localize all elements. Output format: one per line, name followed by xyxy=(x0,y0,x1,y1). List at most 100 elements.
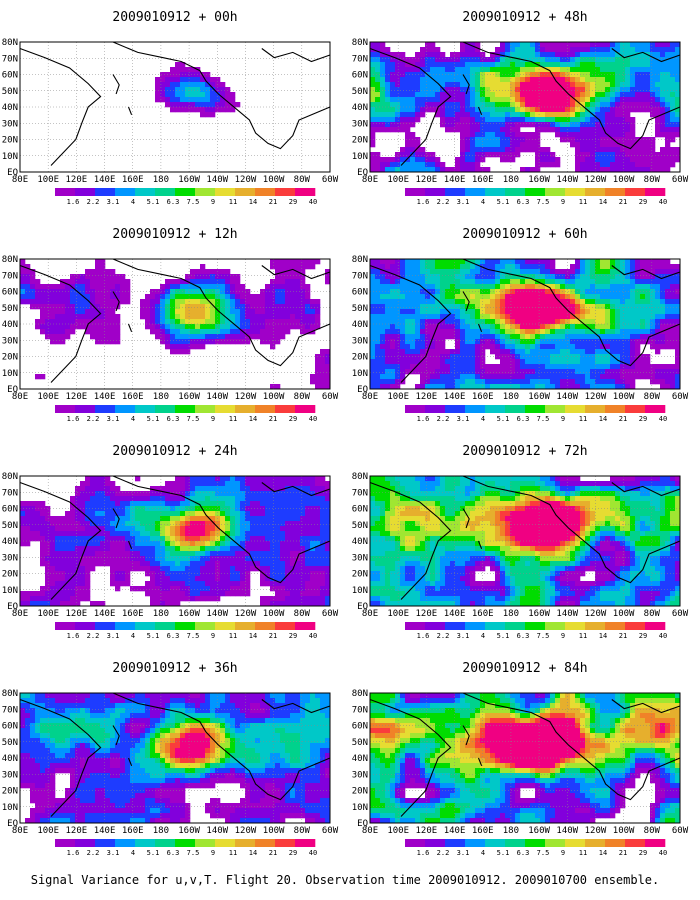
heatmap-cell xyxy=(195,586,201,592)
heatmap-cell xyxy=(185,476,191,482)
heatmap-cell xyxy=(85,713,91,719)
heatmap-cell xyxy=(225,511,231,517)
heatmap-cell xyxy=(295,526,301,532)
heatmap-cell xyxy=(240,334,246,340)
heatmap-cell xyxy=(110,743,116,749)
heatmap-cell xyxy=(220,87,226,93)
heatmap-cell xyxy=(555,102,561,108)
heatmap-cell xyxy=(165,728,171,734)
heatmap-cell xyxy=(80,304,86,310)
heatmap-cell xyxy=(195,581,201,587)
heatmap-cell xyxy=(565,107,571,113)
heatmap-cell xyxy=(110,526,116,532)
heatmap-cell xyxy=(260,541,266,547)
heatmap-cell xyxy=(400,77,406,83)
heatmap-cell xyxy=(270,813,276,819)
heatmap-cell xyxy=(475,102,481,108)
heatmap-cell xyxy=(65,793,71,799)
heatmap-cell xyxy=(265,501,271,507)
heatmap-cell xyxy=(260,329,266,335)
heatmap-cell xyxy=(620,82,626,88)
heatmap-cell xyxy=(595,47,601,53)
heatmap-cell xyxy=(30,601,36,607)
heatmap-cell xyxy=(235,476,241,482)
heatmap-cell xyxy=(40,546,46,552)
heatmap-cell xyxy=(315,496,321,502)
coastline xyxy=(112,41,331,150)
heatmap-cell xyxy=(90,541,96,547)
heatmap-cell xyxy=(140,808,146,814)
heatmap-cell xyxy=(305,546,311,552)
heatmap-cell xyxy=(170,87,176,93)
heatmap-cell xyxy=(215,738,221,744)
heatmap-cell xyxy=(225,693,231,699)
heatmap-cell xyxy=(505,47,511,53)
heatmap-cell xyxy=(95,521,101,527)
heatmap-cell xyxy=(20,521,26,527)
heatmap-cell xyxy=(590,62,596,68)
heatmap-cell xyxy=(180,728,186,734)
heatmap-cell xyxy=(175,339,181,345)
heatmap-cell xyxy=(175,763,181,769)
heatmap-cell xyxy=(320,773,326,779)
heatmap-cell xyxy=(310,501,316,507)
heatmap-cell xyxy=(150,733,156,739)
heatmap-cell xyxy=(280,793,286,799)
heatmap-cell xyxy=(75,546,81,552)
heatmap-cell xyxy=(65,813,71,819)
heatmap-cell xyxy=(225,586,231,592)
heatmap-cell xyxy=(55,718,61,724)
heatmap-cell xyxy=(35,723,41,729)
heatmap-cell xyxy=(20,294,26,300)
heatmap-cell xyxy=(65,768,71,774)
heatmap-cell xyxy=(170,596,176,602)
heatmap-cell xyxy=(570,97,576,103)
heatmap-cell xyxy=(520,87,526,93)
heatmap-cell xyxy=(30,713,36,719)
heatmap-cell xyxy=(265,581,271,587)
heatmap-cell xyxy=(45,773,51,779)
colorbar-swatch xyxy=(75,188,96,196)
heatmap-cell xyxy=(280,576,286,582)
heatmap-cell xyxy=(270,344,276,350)
heatmap-cell xyxy=(285,743,291,749)
heatmap-cell xyxy=(35,324,41,330)
heatmap-cell xyxy=(30,743,36,749)
heatmap-cell xyxy=(215,723,221,729)
heatmap-cell xyxy=(270,551,276,557)
heatmap-cell xyxy=(375,82,381,88)
heatmap-cell xyxy=(190,526,196,532)
heatmap-cell xyxy=(25,698,31,704)
heatmap-cell xyxy=(135,476,141,482)
colorbar-tick-label: 9 xyxy=(211,198,215,206)
heatmap-cell xyxy=(280,768,286,774)
heatmap-cell xyxy=(275,813,281,819)
heatmap-cell xyxy=(180,486,186,492)
heatmap-cell xyxy=(45,798,51,804)
heatmap-cell xyxy=(20,259,26,265)
heatmap-cell xyxy=(170,571,176,577)
heatmap-cell xyxy=(315,531,321,537)
heatmap-cell xyxy=(50,773,56,779)
heatmap-cell xyxy=(210,481,216,487)
heatmap-cell xyxy=(215,813,221,819)
heatmap-cell xyxy=(435,112,441,118)
heatmap-cell xyxy=(675,87,681,93)
heatmap-cell xyxy=(440,112,446,118)
heatmap-cell xyxy=(180,476,186,482)
heatmap-cell xyxy=(45,783,51,789)
heatmap-cell xyxy=(185,319,191,325)
heatmap-cell xyxy=(445,87,451,93)
heatmap-cell xyxy=(215,581,221,587)
heatmap-cell xyxy=(305,788,311,794)
heatmap-cell xyxy=(185,299,191,305)
heatmap-cell xyxy=(235,808,241,814)
heatmap-cell xyxy=(150,753,156,759)
heatmap-cell xyxy=(95,813,101,819)
heatmap-cell xyxy=(235,556,241,562)
heatmap-cell xyxy=(160,601,166,607)
heatmap-cell xyxy=(275,758,281,764)
heatmap-cell xyxy=(255,501,261,507)
heatmap-cell xyxy=(255,486,261,492)
heatmap-cell xyxy=(200,693,206,699)
